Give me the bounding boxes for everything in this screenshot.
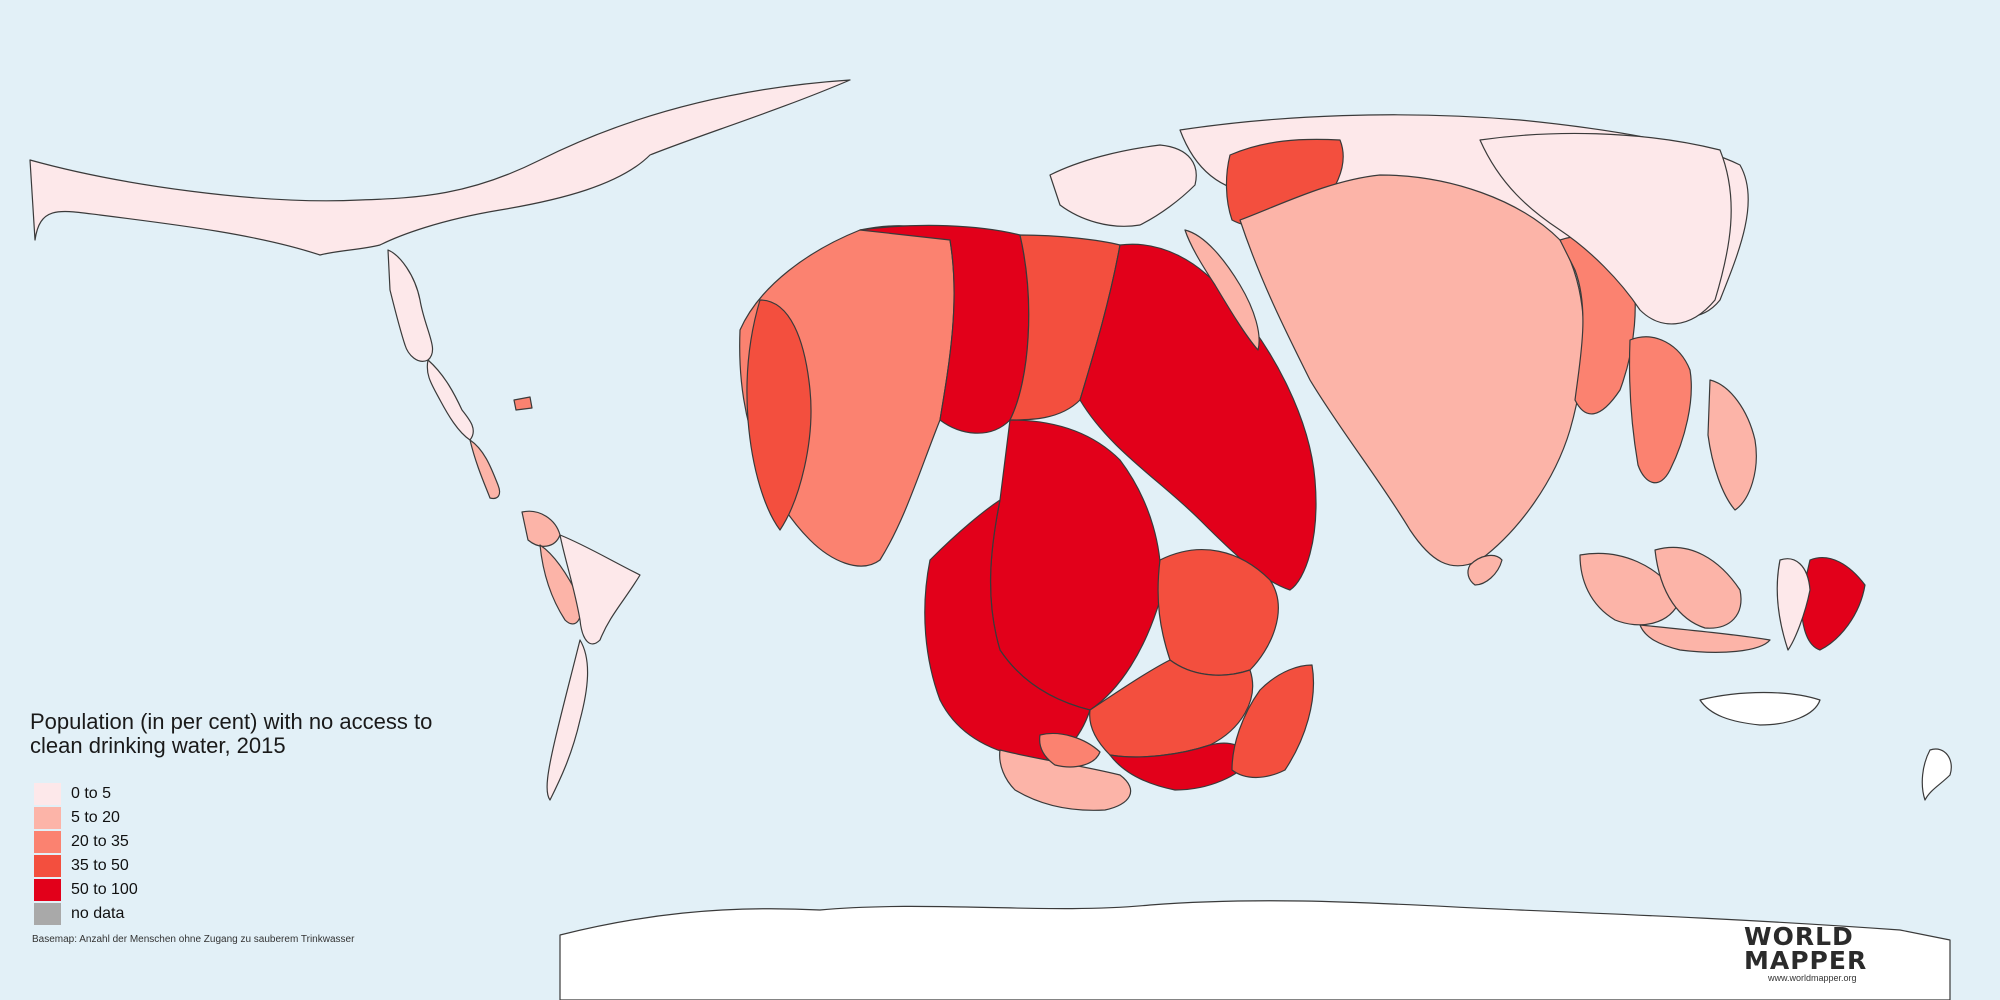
legend-item: 35 to 50 [34,854,138,878]
indonesia-south [1639,624,1771,653]
legend-swatch [34,831,61,853]
legend-label: 0 to 5 [71,785,112,802]
papua-new-guinea [1800,557,1866,651]
central-america [469,439,501,500]
legend: 0 to 5 5 to 20 20 to 35 35 to 50 50 to 1… [34,782,138,926]
legend-label: 20 to 35 [71,833,129,850]
indonesia-east [1654,546,1742,629]
legend-label: 35 to 50 [71,857,129,874]
title-line-1: Population (in per cent) with no access … [30,709,433,734]
logo-line-1: WORLD [1744,922,1854,951]
legend-item: 50 to 100 [34,878,138,902]
legend-swatch [34,855,61,877]
worldmapper-logo: WORLD MAPPER www.worldmapper.org [1744,922,1874,983]
legend-label: no data [71,905,125,922]
indonesia-west [1579,552,1681,626]
timor-area [1776,558,1811,651]
north-america-canada [29,79,851,256]
legend-swatch [34,807,61,829]
europe-west [1049,144,1197,227]
west-africa-coast [746,299,812,531]
brazil [559,534,641,645]
china [1479,132,1732,325]
philippines [1707,379,1757,511]
legend-item: 0 to 5 [34,782,138,806]
map-title: Population (in per cent) with no access … [30,710,590,758]
legend-label: 50 to 100 [71,881,138,898]
logo-url: www.worldmapper.org [1768,973,1857,983]
legend-item: 5 to 20 [34,806,138,830]
mexico [426,359,474,441]
india [1239,174,1585,567]
legend-swatch [34,903,61,925]
legend-item: no data [34,902,138,926]
legend-swatch [34,879,61,901]
namibia [1039,732,1101,768]
usa [387,249,434,362]
colombia-venezuela [521,510,561,547]
legend-item: 20 to 35 [34,830,138,854]
antarctica [559,900,1951,1000]
argentina-chile [546,639,589,801]
madagascar [1231,664,1315,779]
middle-east [1184,229,1260,351]
australia [1699,691,1821,726]
southeast-asia-mainland [1628,336,1692,484]
title-line-2: clean drinking water, 2015 [30,733,286,758]
basemap-note: Basemap: Anzahl der Menschen ohne Zugang… [32,934,355,945]
logo-line-2: MAPPER [1744,946,1868,975]
caribbean [513,396,533,411]
sri-lanka [1467,554,1503,586]
legend-label: 5 to 20 [71,809,120,826]
legend-swatch [34,783,61,805]
new-zealand [1921,748,1952,801]
peru-bolivia [539,544,582,625]
